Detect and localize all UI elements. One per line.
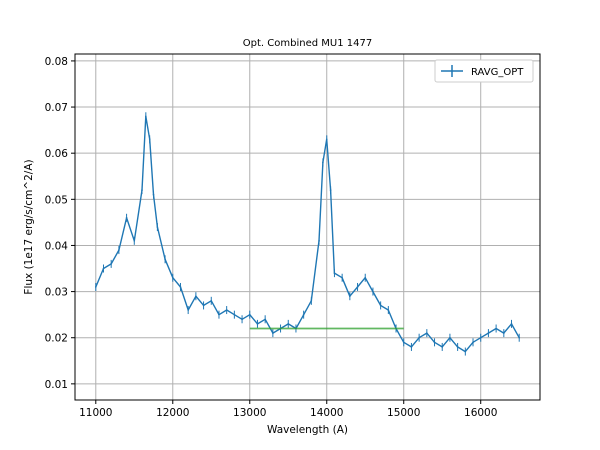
data-point	[379, 304, 382, 307]
data-point	[179, 286, 182, 288]
grid	[75, 54, 540, 400]
data-point	[356, 286, 359, 288]
data-point	[318, 240, 320, 242]
data-point	[225, 309, 228, 311]
data-point	[456, 346, 459, 348]
data-point	[302, 313, 305, 316]
data-point	[325, 138, 328, 141]
x-tick-label: 14000	[310, 407, 343, 419]
data-point	[187, 309, 189, 311]
data-point	[329, 189, 332, 191]
data-point	[464, 350, 467, 353]
data-point	[487, 332, 490, 334]
data-point	[102, 267, 105, 270]
data-point	[287, 323, 290, 325]
data-point	[118, 249, 120, 251]
y-tick-label: 0.06	[45, 148, 69, 160]
series-group	[94, 112, 521, 356]
data-point	[210, 300, 213, 302]
data-point	[272, 332, 274, 334]
data-point	[145, 115, 147, 118]
y-axis-label: Flux (1e17 erg/s/cm^2/A)	[23, 159, 35, 294]
data-point	[164, 258, 166, 261]
data-point	[202, 304, 205, 307]
x-tick-label: 15000	[387, 407, 420, 419]
data-point	[349, 295, 351, 298]
data-point	[341, 276, 343, 279]
y-tick-label: 0.07	[45, 102, 68, 114]
data-point	[418, 336, 420, 339]
data-point	[426, 332, 428, 334]
y-tick-label: 0.02	[45, 333, 68, 345]
data-point	[495, 327, 497, 330]
chart-title: Opt. Combined MU1 1477	[243, 38, 372, 49]
data-point	[110, 263, 112, 265]
x-tick-label: 11000	[79, 407, 112, 419]
x-tick-label: 12000	[156, 407, 189, 419]
data-point	[233, 313, 236, 316]
data-point	[256, 323, 259, 325]
y-tick-label: 0.05	[45, 194, 68, 206]
legend-label-ravg-opt: RAVG_OPT	[471, 67, 524, 78]
data-point	[148, 138, 151, 141]
y-tick-label: 0.08	[45, 56, 68, 68]
data-point	[94, 286, 97, 288]
data-point	[322, 161, 324, 164]
series-line-ravg-opt	[95, 115, 520, 353]
x-tick-label: 16000	[464, 407, 497, 419]
data-point	[264, 318, 266, 321]
data-point	[333, 272, 336, 274]
data-point	[218, 313, 220, 316]
data-point	[433, 341, 436, 344]
data-point	[241, 318, 243, 321]
data-point	[152, 193, 155, 196]
y-tick-label: 0.04	[45, 240, 69, 252]
data-point	[141, 189, 143, 191]
data-point	[248, 313, 251, 316]
data-point	[195, 295, 197, 298]
data-point	[441, 346, 444, 348]
x-tick-label: 13000	[233, 407, 266, 419]
legend: RAVG_OPT	[434, 59, 534, 83]
data-point	[449, 336, 451, 339]
data-point	[156, 226, 159, 228]
data-point	[372, 290, 374, 293]
data-point	[171, 276, 174, 279]
data-point	[364, 276, 367, 279]
plot-area	[75, 54, 540, 400]
y-tick-label: 0.01	[45, 379, 68, 391]
x-axis-label: Wavelength (A)	[267, 424, 348, 436]
y-tick-label: 0.03	[45, 287, 68, 299]
data-point	[125, 216, 128, 219]
data-point	[479, 336, 482, 339]
data-point	[387, 309, 390, 311]
data-point	[310, 300, 313, 302]
legend-box	[434, 59, 534, 83]
x-ticks: 11000 12000 13000 14000 15000 16000	[79, 400, 497, 419]
plot-frame	[74, 53, 541, 401]
data-point	[518, 336, 521, 339]
data-point	[503, 332, 505, 334]
y-ticks: 0.01 0.02 0.03 0.04 0.05 0.06 0.07 0.08	[45, 56, 75, 391]
data-point	[402, 341, 405, 344]
data-point	[133, 240, 136, 242]
data-point	[410, 346, 413, 348]
data-point	[510, 323, 513, 325]
data-point	[472, 341, 474, 344]
